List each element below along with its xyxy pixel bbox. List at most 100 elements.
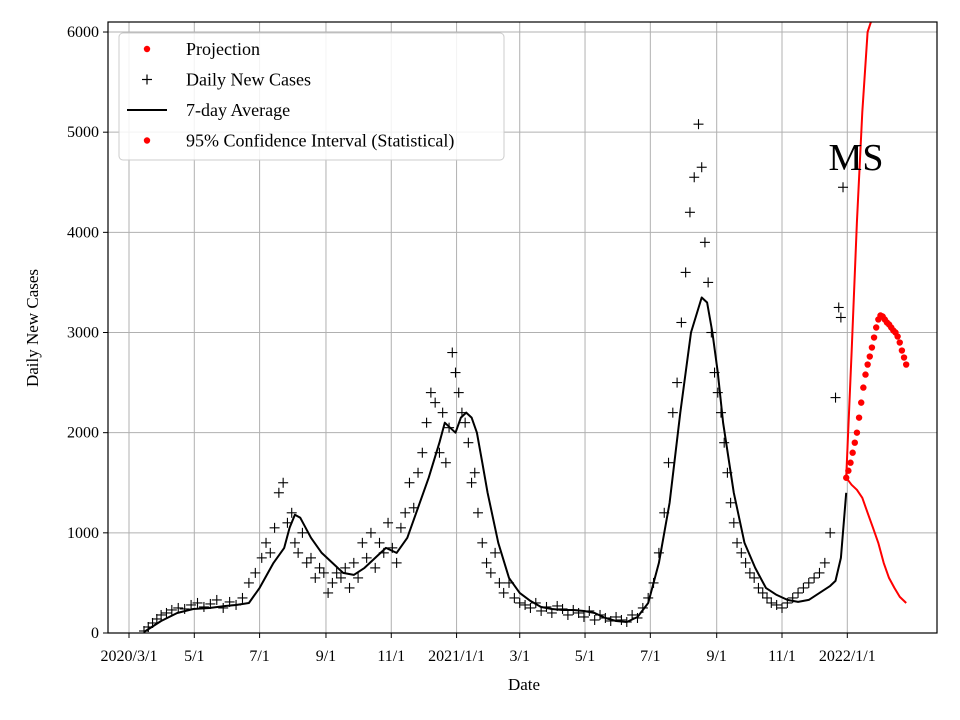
daily-cases-point <box>344 582 355 593</box>
daily-cases-point <box>318 567 329 578</box>
daily-cases-point <box>370 562 381 573</box>
average-layer <box>143 296 848 633</box>
daily-cases-point <box>269 522 280 533</box>
daily-cases-point <box>568 604 579 615</box>
projection-point <box>860 384 867 391</box>
daily-cases-point <box>460 417 471 428</box>
daily-cases-point <box>278 477 289 488</box>
daily-cases-point <box>825 527 836 538</box>
x-tick-label: 7/1 <box>249 648 269 665</box>
legend-label: 95% Confidence Interval (Statistical) <box>186 131 454 152</box>
daily-cases-point <box>562 609 573 620</box>
daily-cases-point <box>833 302 844 313</box>
daily-cases-point <box>838 182 849 193</box>
daily-cases-point <box>434 447 445 458</box>
daily-cases-point <box>725 497 736 508</box>
x-axis-title: Date <box>508 675 540 694</box>
daily-cases-point <box>425 387 436 398</box>
daily-cases-point <box>753 582 764 593</box>
daily-cases-point <box>762 592 773 603</box>
daily-cases-point <box>520 599 531 610</box>
daily-cases-point <box>156 609 167 620</box>
daily-cases-point <box>722 467 733 478</box>
y-tick-label: 4000 <box>67 224 99 241</box>
y-tick-label: 1000 <box>67 525 99 542</box>
y-tick-label: 5000 <box>67 124 99 141</box>
daily-cases-point <box>627 609 638 620</box>
daily-cases-point <box>782 597 793 608</box>
projection-point <box>870 334 878 341</box>
daily-cases-point <box>286 507 297 518</box>
region-label: MS <box>829 137 884 179</box>
daily-cases-point <box>643 592 654 603</box>
daily-cases-point <box>536 605 547 616</box>
daily-cases-point <box>166 604 177 615</box>
projection-point <box>873 324 880 331</box>
daily-cases-point <box>728 517 739 528</box>
daily-cases-point <box>192 597 203 608</box>
daily-cases-point <box>703 277 714 288</box>
daily-cases-point <box>450 367 461 378</box>
daily-cases-point <box>374 537 385 548</box>
daily-cases-point <box>400 507 411 518</box>
daily-cases-point <box>421 417 432 428</box>
daily-cases-point <box>430 397 441 408</box>
daily-cases-point <box>138 625 149 633</box>
daily-cases-point <box>151 613 162 624</box>
daily-cases-point <box>417 447 428 458</box>
daily-cases-point <box>161 607 172 618</box>
legend-label: Projection <box>186 39 260 59</box>
daily-cases-point <box>314 562 325 573</box>
daily-cases-point <box>736 547 747 558</box>
tick-layer: 2020/3/1 5/1 7/1 9/1 11/1 2021/1/1 3/1 5/1 7/1 9/… <box>67 24 876 665</box>
daily-cases-point <box>353 572 364 583</box>
daily-cases-point <box>611 611 622 622</box>
daily-cases-point <box>777 602 787 613</box>
daily-cases-point <box>494 577 505 588</box>
daily-cases-point <box>830 392 841 403</box>
projection-point <box>847 459 854 466</box>
daily-cases-point <box>365 527 376 538</box>
daily-cases-point <box>186 599 197 610</box>
legend-label: 7-day Average <box>186 100 290 120</box>
projection-point <box>896 339 903 346</box>
daily-cases-point <box>732 537 743 548</box>
y-axis-title: Daily New Cases <box>23 269 42 387</box>
daily-cases-point <box>798 582 809 593</box>
daily-cases-point <box>696 162 707 173</box>
projection-point <box>894 333 901 340</box>
daily-cases-point <box>514 597 525 608</box>
daily-cases-point <box>632 612 643 623</box>
legend-box <box>118 32 505 161</box>
daily-cases-point <box>256 552 267 563</box>
daily-cases-point <box>243 577 254 588</box>
daily-cases-point <box>819 557 830 568</box>
y-tick-label: 6000 <box>67 24 99 41</box>
daily-cases-point <box>143 621 154 632</box>
projection-point <box>900 354 908 361</box>
legend-marker-dot <box>143 137 151 144</box>
daily-cases-point <box>453 387 464 398</box>
daily-cases-point <box>391 557 402 568</box>
daily-cases-point <box>477 537 488 548</box>
daily-cases-point <box>383 517 394 528</box>
daily-cases-point <box>648 577 659 588</box>
x-tick-label: 2020/3/1 <box>101 648 158 665</box>
daily-cases-point <box>327 577 338 588</box>
daily-cases-point <box>404 477 415 488</box>
legend-marker-plus <box>142 74 152 85</box>
daily-cases-point <box>835 312 846 323</box>
daily-cases-point <box>490 547 501 558</box>
daily-cases-point <box>600 612 611 623</box>
daily-cases-point <box>440 457 451 468</box>
daily-cases-point <box>340 562 351 573</box>
projection-point <box>866 353 873 360</box>
daily-cases-point <box>653 547 664 558</box>
daily-cases-point <box>205 598 216 609</box>
x-tick-label: 7/1 <box>640 648 660 665</box>
daily-cases-point <box>676 317 687 328</box>
projection-point <box>898 347 906 354</box>
daily-cases-point <box>684 207 695 218</box>
daily-cases-point <box>387 542 398 553</box>
daily-cases-point <box>211 594 222 605</box>
